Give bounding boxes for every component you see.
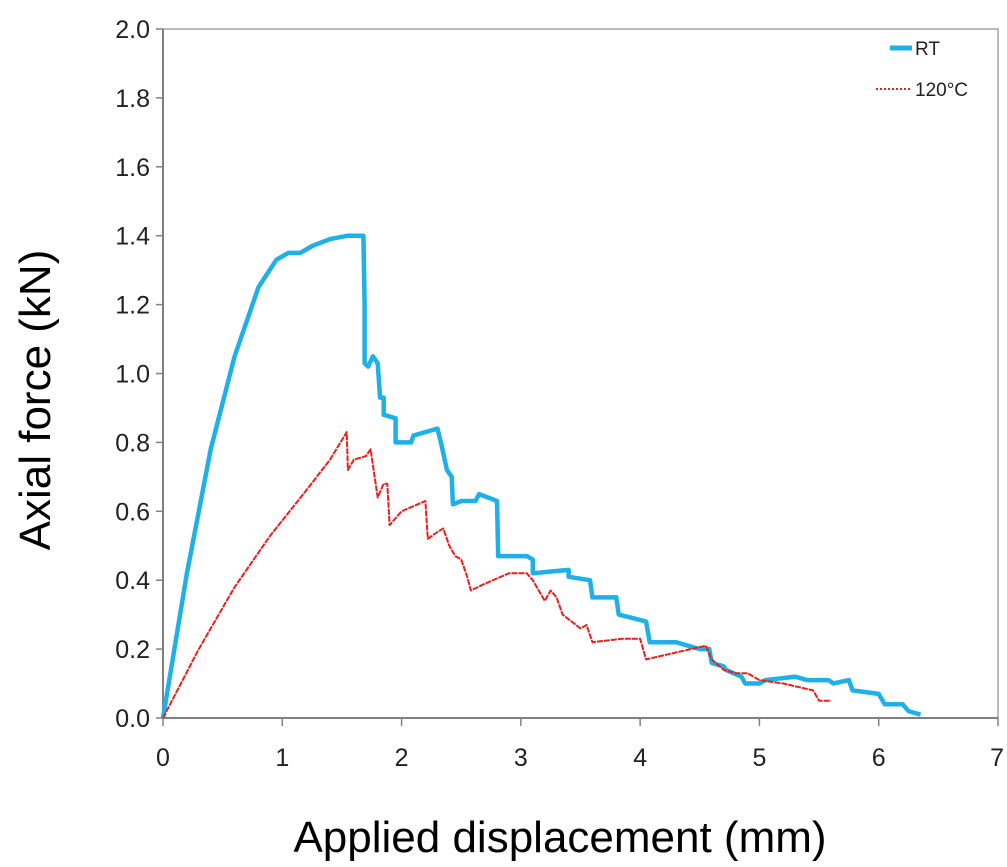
x-tick-label: 5	[752, 744, 766, 772]
series-line-rt	[160, 233, 922, 719]
y-tick-label: 1.6	[115, 154, 150, 182]
y-tick-label: 1.0	[115, 361, 150, 389]
legend-label-120c: 120°C	[915, 80, 968, 101]
x-tick-label: 3	[514, 744, 528, 772]
y-tick-label: 0.0	[115, 705, 150, 733]
y-tick-label: 0.2	[115, 636, 150, 664]
y-tick-label: 1.2	[115, 292, 150, 320]
legend: RT 120°C	[876, 39, 968, 101]
y-tick-label: 1.8	[115, 85, 150, 113]
y-tick-label: 0.8	[115, 429, 150, 457]
y-tick-label: 0.6	[115, 498, 150, 526]
y-axis-title: Axial force (kN)	[11, 250, 60, 551]
series-layer	[160, 233, 922, 719]
y-tick-label: 2.0	[115, 16, 150, 44]
y-tick-label: 0.4	[115, 567, 150, 595]
x-axis-ticks: 0 1 2 3 4 5 6 7	[156, 718, 1004, 772]
x-tick-label: 7	[990, 744, 1004, 772]
x-tick-label: 1	[275, 744, 289, 772]
plot-frame	[162, 28, 999, 719]
x-tick-label: 0	[156, 744, 170, 772]
x-tick-label: 4	[633, 744, 647, 772]
legend-label-rt: RT	[915, 39, 940, 60]
x-tick-label: 6	[872, 744, 886, 772]
y-tick-label: 1.4	[115, 223, 150, 251]
y-axis-ticks: 0.0 0.2 0.4 0.6 0.8 1.0 1.2 1.4 1.6 1.8 2.0	[115, 16, 163, 733]
series-line-120c	[162, 431, 831, 719]
x-tick-label: 2	[395, 744, 409, 772]
x-axis-title: Applied displacement (mm)	[293, 813, 826, 862]
